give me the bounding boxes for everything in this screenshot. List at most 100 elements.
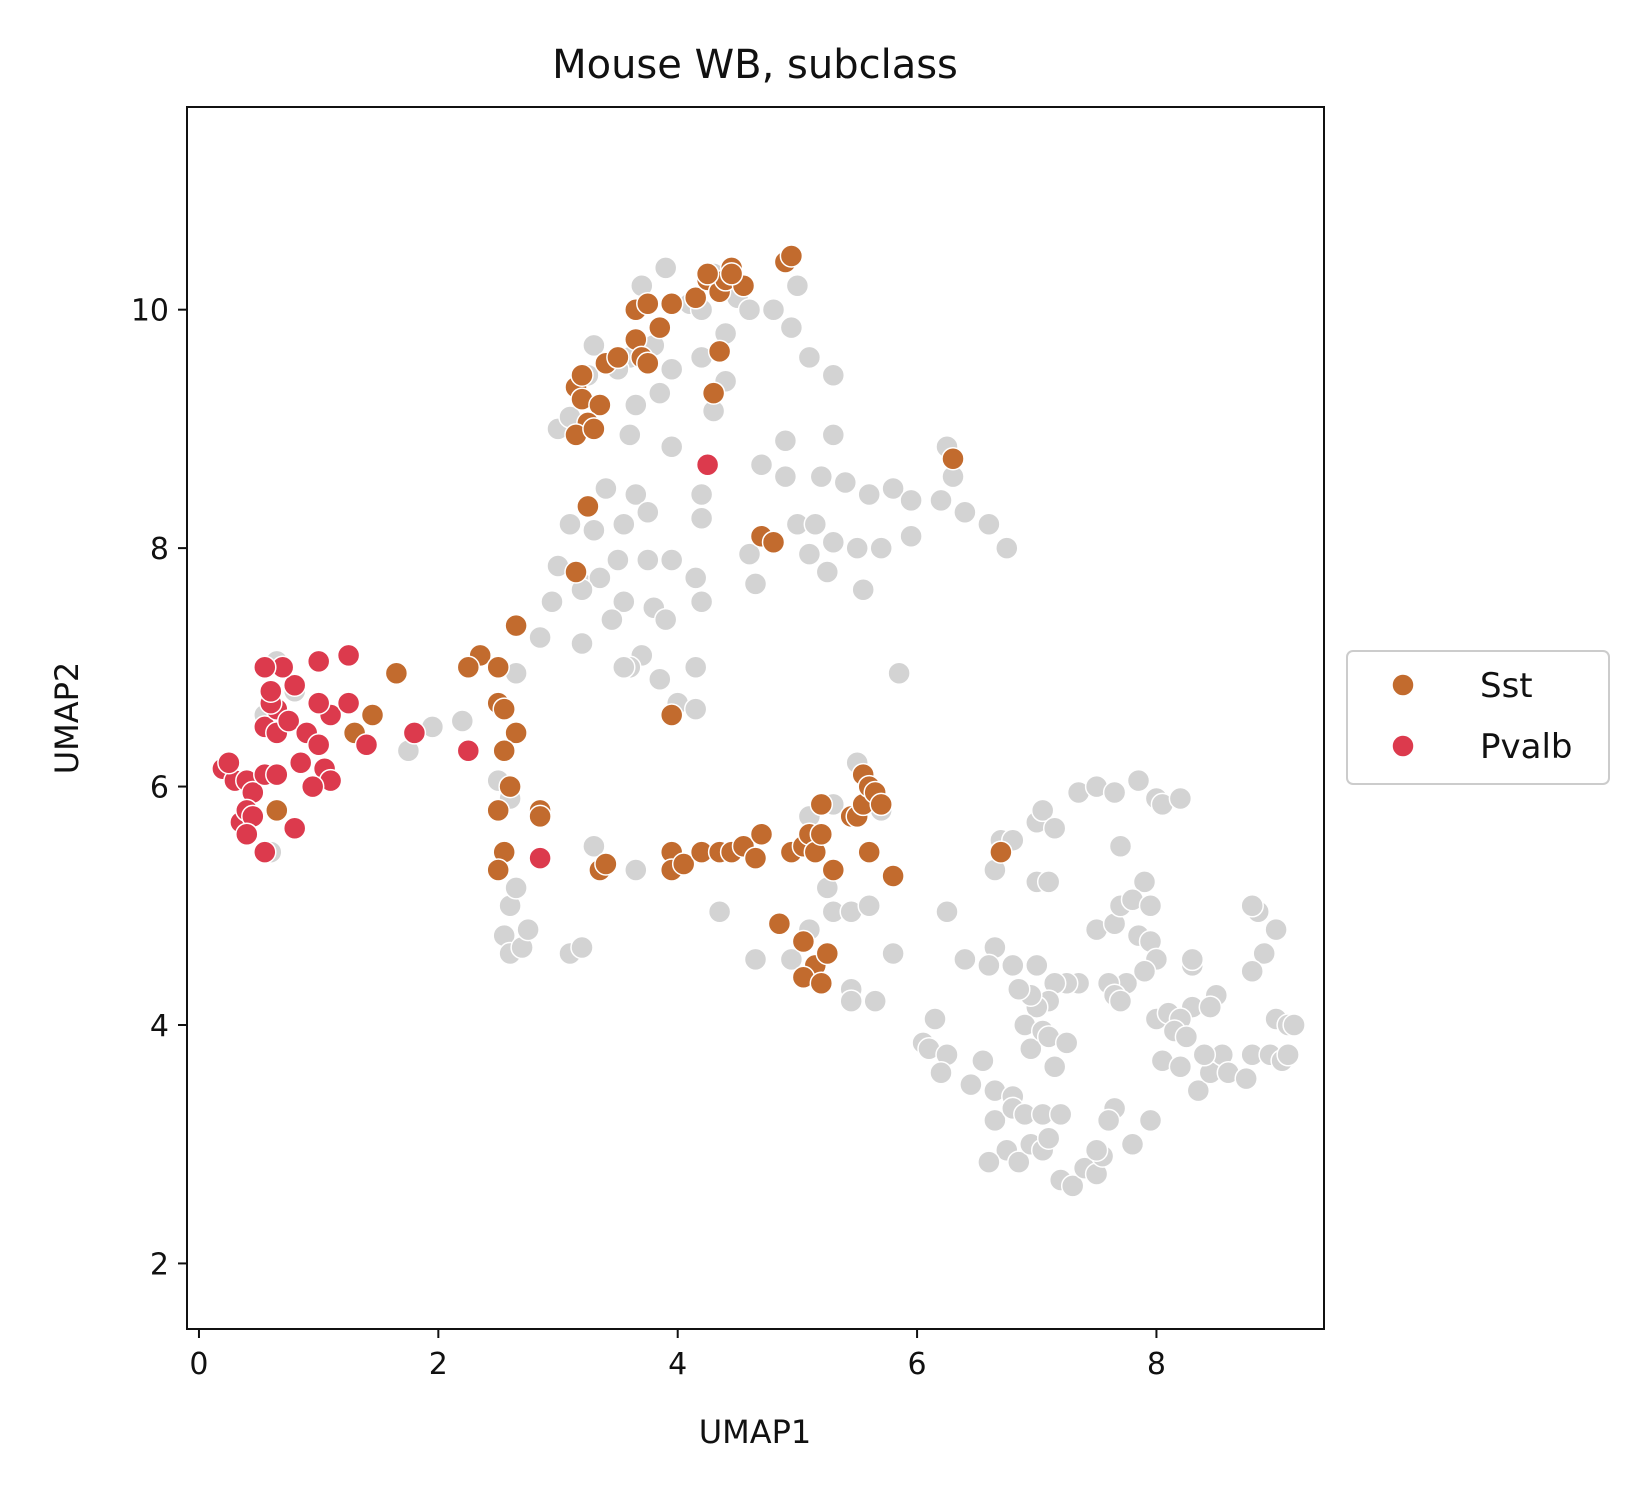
point-other-137: [1132, 870, 1157, 894]
point-pvalb-31: [306, 649, 331, 674]
point-pvalb-33: [354, 733, 379, 757]
point-sst-85: [989, 840, 1013, 864]
point-other-22: [659, 435, 684, 459]
point-sst-70: [869, 792, 893, 817]
point-other-2: [582, 333, 606, 358]
point-other-51: [869, 536, 893, 560]
point-other-76: [648, 667, 672, 692]
point-other-205: [1120, 1132, 1145, 1156]
point-sst-40: [498, 774, 522, 799]
x-tick-label-4: 4: [668, 1347, 687, 1382]
point-other-37: [953, 500, 977, 525]
point-sst-30: [761, 530, 786, 554]
point-sst-12: [648, 315, 672, 340]
point-other-187: [983, 1108, 1007, 1133]
point-other-31: [809, 464, 834, 489]
point-sst-55: [743, 846, 768, 870]
point-other-103: [743, 947, 768, 972]
point-sst-6: [582, 417, 606, 441]
point-other-108: [863, 989, 887, 1013]
point-pvalb-35: [456, 739, 481, 763]
point-other-203: [1096, 1108, 1121, 1133]
point-sst-83: [265, 798, 289, 823]
point-sst-8: [606, 345, 630, 370]
point-other-135: [1168, 786, 1193, 811]
point-other-63: [659, 548, 684, 572]
point-other-56: [851, 578, 875, 602]
point-sst-15: [659, 291, 684, 316]
legend: Sst Pvalb: [1346, 650, 1610, 785]
legend-label-pvalb: Pvalb: [1480, 727, 1573, 767]
point-other-52: [899, 524, 923, 548]
point-other-175: [1042, 1054, 1067, 1079]
point-other-209: [1174, 1025, 1199, 1049]
point-other-177: [977, 953, 1001, 978]
point-sst-76: [815, 941, 840, 966]
point-pvalb-32: [336, 643, 361, 668]
point-other-170: [1007, 977, 1031, 1001]
point-sst-50: [671, 852, 696, 876]
point-sst-27: [576, 494, 600, 519]
point-other-39: [995, 536, 1019, 560]
point-pvalb-18: [282, 673, 307, 697]
x-axis: 0 2 4 6 8: [189, 1329, 1166, 1382]
point-other-182: [929, 1060, 953, 1085]
point-other-149: [1264, 917, 1288, 942]
point-other-49: [821, 530, 846, 554]
point-other-204: [1084, 1138, 1109, 1162]
point-other-191: [1048, 1102, 1073, 1127]
legend-marker-sst: [1391, 673, 1415, 697]
point-sst-16: [683, 286, 708, 310]
point-other-184: [971, 1049, 995, 1073]
point-pvalb-17: [276, 709, 301, 733]
point-other-26: [594, 476, 618, 501]
point-sst-38: [504, 721, 528, 745]
point-pvalb-37: [259, 679, 283, 703]
point-other-154: [1198, 995, 1223, 1019]
point-other-226: [1192, 1043, 1217, 1067]
point-other-50: [845, 536, 869, 560]
point-other-97: [516, 917, 540, 942]
point-pvalb-7: [265, 762, 289, 787]
point-other-17: [785, 274, 810, 298]
y-axis-label: UMAP2: [48, 662, 86, 775]
point-sst-73: [767, 911, 792, 936]
point-other-100: [582, 834, 606, 858]
point-sst-41: [486, 798, 510, 823]
point-other-29: [749, 452, 774, 477]
point-sst-31: [941, 446, 965, 471]
point-other-131: [1102, 780, 1127, 805]
point-sst-11: [636, 351, 660, 376]
point-other-73: [653, 607, 678, 632]
point-other-55: [815, 560, 840, 584]
point-other-53: [737, 542, 762, 566]
point-other-70: [528, 625, 552, 650]
point-other-223: [977, 1150, 1001, 1174]
point-other-219: [1276, 1043, 1300, 1067]
point-other-222: [1282, 1013, 1306, 1037]
point-sst-79: [659, 703, 684, 727]
point-other-71: [570, 631, 594, 656]
point-other-84: [450, 709, 475, 733]
point-other-102: [707, 899, 732, 924]
point-other-128: [1042, 816, 1067, 841]
point-pvalb-3: [217, 750, 241, 775]
point-other-62: [636, 548, 660, 572]
point-other-180: [923, 1007, 947, 1031]
point-other-13: [779, 315, 804, 340]
point-sst-78: [809, 971, 834, 996]
point-other-193: [1007, 1150, 1031, 1174]
point-pvalb-24: [306, 733, 331, 757]
point-other-211: [1186, 1078, 1211, 1103]
x-axis-label: UMAP1: [699, 1413, 812, 1451]
point-sst-1: [570, 363, 594, 387]
point-pvalb-30: [306, 691, 331, 715]
point-other-28: [689, 482, 714, 507]
point-other-44: [612, 512, 636, 537]
point-other-65: [540, 590, 564, 614]
point-other-69: [689, 590, 714, 614]
point-sst-28: [564, 560, 588, 584]
point-sst-43: [528, 804, 552, 829]
point-other-104: [779, 947, 804, 972]
point-other-107: [839, 989, 863, 1013]
